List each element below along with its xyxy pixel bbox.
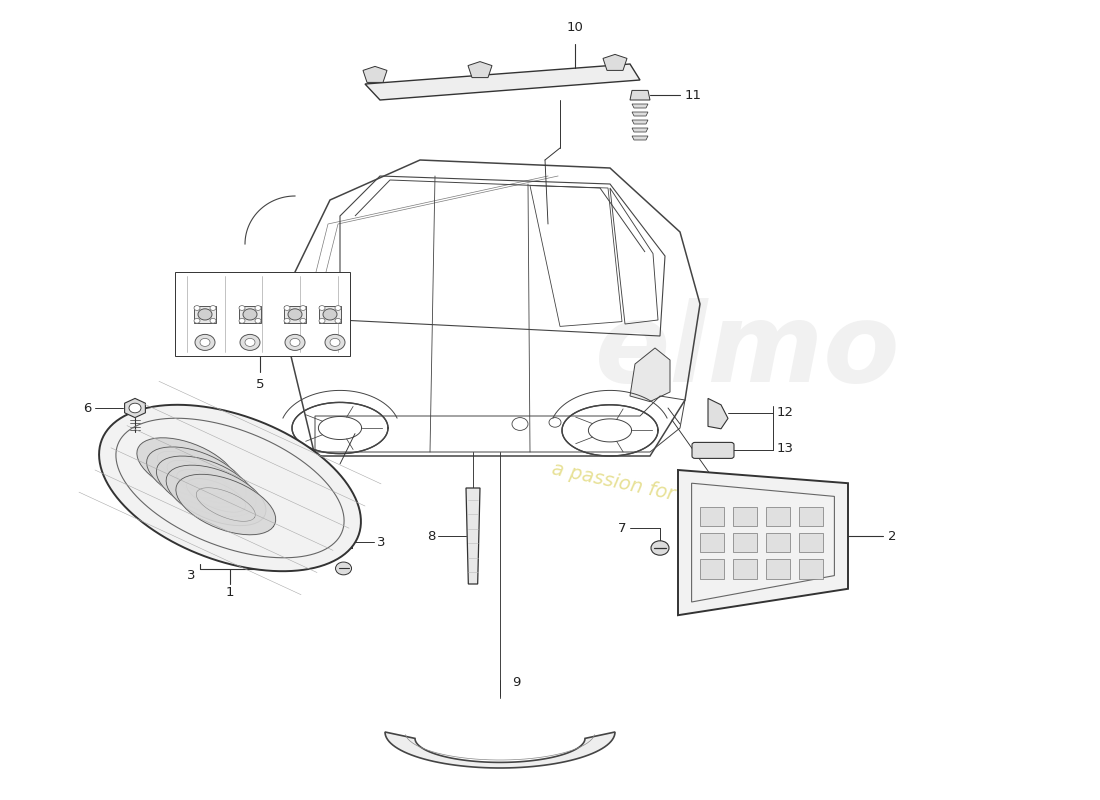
FancyBboxPatch shape: [700, 559, 724, 578]
Polygon shape: [136, 438, 236, 498]
Circle shape: [239, 306, 245, 310]
FancyBboxPatch shape: [700, 533, 724, 552]
Text: 5: 5: [255, 378, 264, 391]
Polygon shape: [99, 405, 361, 571]
Polygon shape: [363, 66, 387, 82]
FancyBboxPatch shape: [766, 506, 790, 526]
Text: elmo: elmo: [595, 298, 901, 406]
Text: 2: 2: [888, 530, 896, 542]
FancyBboxPatch shape: [239, 306, 261, 323]
Circle shape: [240, 334, 260, 350]
FancyBboxPatch shape: [284, 306, 306, 323]
Polygon shape: [632, 136, 648, 140]
Polygon shape: [124, 398, 145, 418]
Circle shape: [285, 334, 305, 350]
Circle shape: [290, 338, 300, 346]
Polygon shape: [632, 120, 648, 124]
Circle shape: [336, 318, 341, 323]
FancyBboxPatch shape: [319, 306, 341, 323]
Text: 3: 3: [376, 535, 385, 549]
Circle shape: [319, 306, 324, 310]
FancyBboxPatch shape: [766, 559, 790, 578]
Circle shape: [245, 338, 255, 346]
FancyBboxPatch shape: [799, 559, 823, 578]
Text: 12: 12: [777, 406, 794, 418]
Polygon shape: [632, 128, 648, 132]
Circle shape: [194, 318, 200, 323]
Text: 7: 7: [617, 522, 626, 534]
Polygon shape: [603, 54, 627, 70]
Polygon shape: [156, 456, 256, 517]
Circle shape: [255, 318, 261, 323]
Polygon shape: [632, 112, 648, 116]
Polygon shape: [630, 348, 670, 402]
Circle shape: [324, 334, 345, 350]
Circle shape: [300, 318, 306, 323]
Circle shape: [210, 306, 216, 310]
Polygon shape: [146, 447, 246, 507]
Text: 10: 10: [566, 21, 583, 34]
Circle shape: [284, 306, 290, 310]
FancyBboxPatch shape: [194, 306, 216, 323]
FancyBboxPatch shape: [799, 533, 823, 552]
Circle shape: [210, 318, 216, 323]
Text: 6: 6: [82, 402, 91, 414]
FancyBboxPatch shape: [700, 506, 724, 526]
Polygon shape: [176, 474, 276, 534]
Circle shape: [198, 309, 212, 320]
Polygon shape: [632, 104, 648, 108]
Polygon shape: [365, 64, 640, 100]
FancyBboxPatch shape: [733, 559, 757, 578]
Text: 9: 9: [512, 676, 520, 689]
Text: a passion for porsche 1985: a passion for porsche 1985: [550, 459, 814, 533]
Circle shape: [323, 309, 337, 320]
Text: 13: 13: [777, 442, 794, 454]
Circle shape: [194, 306, 200, 310]
Circle shape: [200, 338, 210, 346]
FancyBboxPatch shape: [766, 533, 790, 552]
Polygon shape: [166, 465, 266, 526]
Circle shape: [319, 318, 324, 323]
FancyBboxPatch shape: [799, 506, 823, 526]
Circle shape: [284, 318, 290, 323]
Polygon shape: [678, 470, 848, 615]
Polygon shape: [466, 488, 480, 584]
Polygon shape: [468, 62, 492, 78]
Circle shape: [336, 562, 352, 575]
Circle shape: [651, 541, 669, 555]
Circle shape: [330, 338, 340, 346]
Circle shape: [300, 306, 306, 310]
FancyBboxPatch shape: [733, 533, 757, 552]
Circle shape: [129, 403, 141, 413]
Circle shape: [288, 309, 302, 320]
FancyBboxPatch shape: [692, 442, 734, 458]
Circle shape: [243, 309, 257, 320]
Polygon shape: [385, 732, 615, 768]
FancyBboxPatch shape: [733, 506, 757, 526]
Circle shape: [255, 306, 261, 310]
Text: 11: 11: [685, 89, 702, 102]
Polygon shape: [708, 398, 728, 429]
FancyBboxPatch shape: [175, 272, 350, 356]
Text: 8: 8: [427, 530, 434, 542]
Text: 1: 1: [226, 586, 234, 599]
Circle shape: [336, 306, 341, 310]
Circle shape: [195, 334, 214, 350]
Text: 3: 3: [187, 569, 195, 582]
Circle shape: [239, 318, 245, 323]
Polygon shape: [630, 90, 650, 100]
